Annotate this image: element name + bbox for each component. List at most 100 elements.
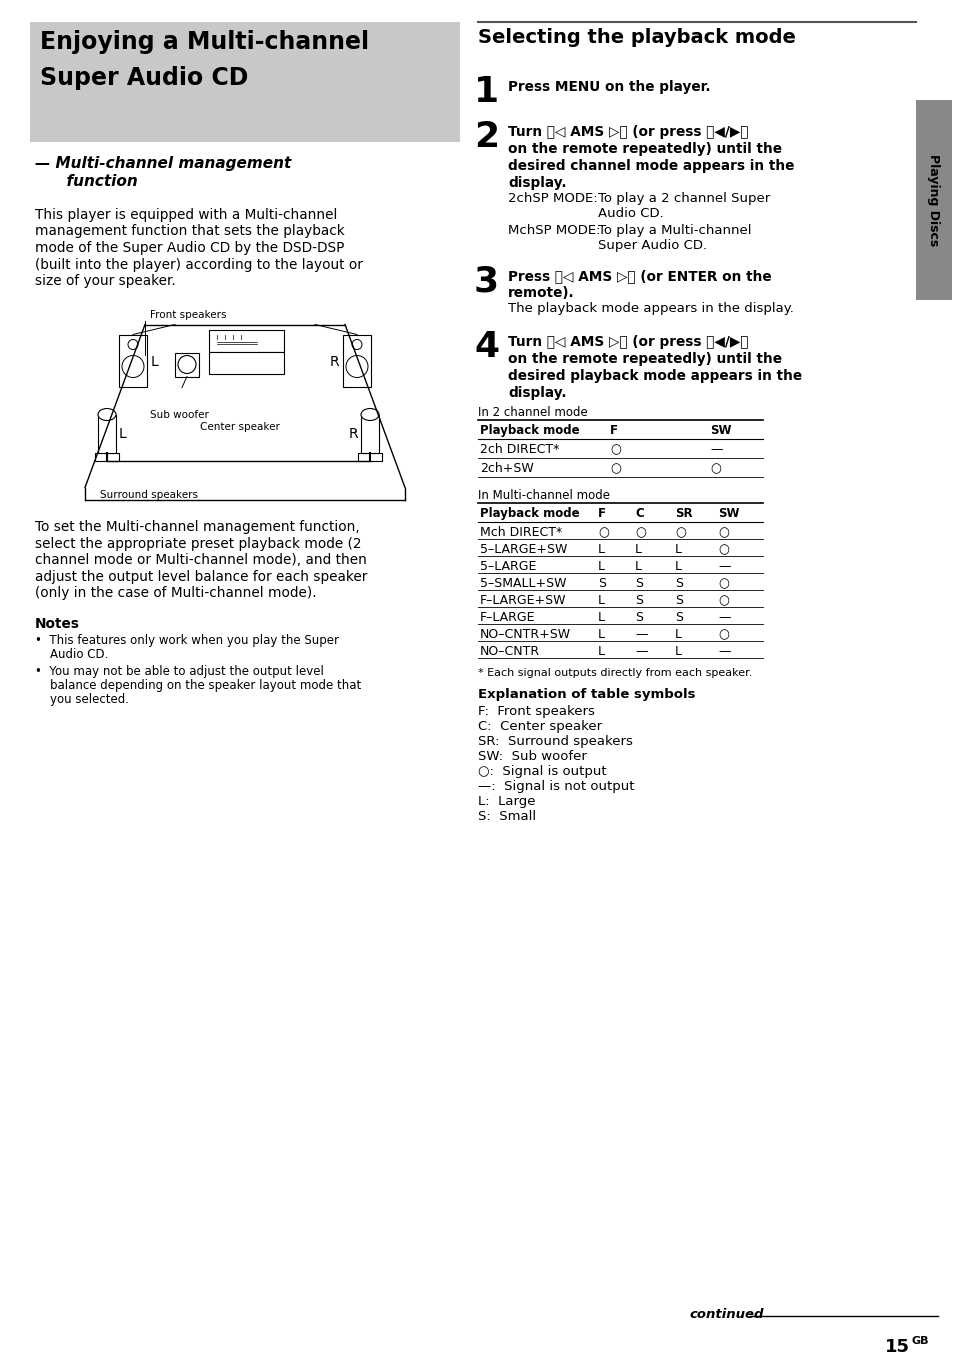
Text: display.: display. (507, 387, 566, 400)
Text: F: F (609, 425, 618, 437)
Text: 2: 2 (474, 120, 498, 154)
Text: L: L (635, 544, 641, 556)
Text: management function that sets the playback: management function that sets the playba… (35, 224, 344, 238)
Text: To set the Multi-channel management function,: To set the Multi-channel management func… (35, 521, 359, 534)
Text: balance depending on the speaker layout mode that: balance depending on the speaker layout … (35, 679, 361, 692)
Bar (360, 415, 378, 453)
Text: desired channel mode appears in the: desired channel mode appears in the (507, 160, 794, 173)
Text: Surround speakers: Surround speakers (100, 491, 198, 500)
Text: Turn ⧀◁ AMS ▷⧁ (or press ⧀◀/▶⧁: Turn ⧀◁ AMS ▷⧁ (or press ⧀◀/▶⧁ (507, 124, 748, 139)
Text: —: — (718, 645, 730, 658)
Text: Explanation of table symbols: Explanation of table symbols (477, 688, 695, 700)
Text: function: function (35, 174, 137, 189)
Text: * Each signal outputs directly from each speaker.: * Each signal outputs directly from each… (477, 668, 752, 677)
Text: 3: 3 (474, 264, 498, 297)
Text: L:  Large: L: Large (477, 795, 535, 808)
Text: 5–LARGE+SW: 5–LARGE+SW (479, 544, 567, 556)
Text: S: S (675, 594, 682, 607)
Text: In Multi-channel mode: In Multi-channel mode (477, 489, 609, 502)
Text: L: L (598, 611, 604, 625)
Text: SW: SW (718, 507, 739, 521)
Text: S: S (635, 594, 642, 607)
Text: adjust the output level balance for each speaker: adjust the output level balance for each… (35, 571, 367, 584)
Text: L: L (675, 645, 681, 658)
Text: Audio CD.: Audio CD. (598, 207, 663, 220)
Text: In 2 channel mode: In 2 channel mode (477, 406, 587, 419)
Text: F–LARGE: F–LARGE (479, 611, 535, 625)
Text: Super Audio CD.: Super Audio CD. (598, 239, 706, 251)
Text: To play a 2 channel Super: To play a 2 channel Super (598, 192, 769, 206)
Text: L: L (598, 645, 604, 658)
Text: R: R (329, 356, 338, 369)
Text: L: L (675, 560, 681, 573)
Text: R: R (348, 427, 357, 442)
Text: —: — (718, 611, 730, 625)
Text: F: F (598, 507, 605, 521)
Text: Audio CD.: Audio CD. (35, 648, 109, 661)
Text: S: S (635, 611, 642, 625)
Text: Turn ⧀◁ AMS ▷⧁ (or press ⧀◀/▶⧁: Turn ⧀◁ AMS ▷⧁ (or press ⧀◀/▶⧁ (507, 335, 748, 349)
Text: C:  Center speaker: C: Center speaker (477, 721, 601, 733)
Text: 5–LARGE: 5–LARGE (479, 560, 536, 573)
Text: display.: display. (507, 176, 566, 191)
Text: F:  Front speakers: F: Front speakers (477, 704, 595, 718)
Text: L: L (598, 594, 604, 607)
Text: To play a Multi-channel: To play a Multi-channel (598, 224, 751, 237)
Text: —: — (718, 560, 730, 573)
Text: Press ⧀◁ AMS ▷⧁ (or ENTER on the: Press ⧀◁ AMS ▷⧁ (or ENTER on the (507, 269, 771, 283)
Text: L: L (598, 544, 604, 556)
Text: Selecting the playback mode: Selecting the playback mode (477, 28, 795, 47)
Text: SR:  Surround speakers: SR: Surround speakers (477, 735, 632, 748)
Bar (357, 453, 381, 461)
Text: on the remote repeatedly) until the: on the remote repeatedly) until the (507, 142, 781, 155)
Text: L: L (635, 560, 641, 573)
Text: Super Audio CD: Super Audio CD (40, 66, 248, 91)
Text: channel mode or Multi-channel mode), and then: channel mode or Multi-channel mode), and… (35, 553, 367, 568)
Text: Notes: Notes (35, 617, 80, 631)
Ellipse shape (98, 408, 116, 420)
Text: L: L (151, 356, 158, 369)
Bar (30, 22, 459, 142)
Text: GB: GB (911, 1336, 928, 1347)
Text: ○: ○ (718, 526, 728, 539)
Text: Playing Discs: Playing Discs (926, 154, 940, 246)
Bar (119, 334, 147, 387)
Text: (only in the case of Multi-channel mode).: (only in the case of Multi-channel mode)… (35, 587, 316, 600)
Text: •  This features only work when you play the Super: • This features only work when you play … (35, 634, 338, 648)
Bar (98, 415, 116, 453)
Text: L: L (675, 627, 681, 641)
Text: 2ch DIRECT*: 2ch DIRECT* (479, 443, 558, 456)
Text: ○: ○ (709, 462, 720, 475)
Text: S:  Small: S: Small (477, 810, 536, 823)
Text: ○: ○ (675, 526, 685, 539)
Text: Front speakers: Front speakers (150, 311, 226, 320)
Text: The playback mode appears in the display.: The playback mode appears in the display… (507, 301, 793, 315)
Text: S: S (675, 577, 682, 589)
Ellipse shape (360, 408, 378, 420)
Text: Mch DIRECT*: Mch DIRECT* (479, 526, 561, 539)
Bar (915, 100, 951, 300)
Text: 4: 4 (474, 330, 498, 364)
Text: NO–CNTR+SW: NO–CNTR+SW (479, 627, 571, 641)
Text: ○: ○ (718, 594, 728, 607)
Text: —: — (709, 443, 721, 456)
Text: ○: ○ (718, 627, 728, 641)
Text: F–LARGE+SW: F–LARGE+SW (479, 594, 566, 607)
Text: •  You may not be able to adjust the output level: • You may not be able to adjust the outp… (35, 665, 323, 677)
Text: L: L (598, 627, 604, 641)
Text: Sub woofer: Sub woofer (150, 410, 209, 419)
Text: S: S (635, 577, 642, 589)
Text: ○: ○ (598, 526, 608, 539)
Text: Enjoying a Multi-channel: Enjoying a Multi-channel (40, 30, 369, 54)
Text: 2ch+SW: 2ch+SW (479, 462, 533, 475)
Text: select the appropriate preset playback mode (2: select the appropriate preset playback m… (35, 537, 361, 552)
Text: L: L (119, 427, 127, 442)
Text: remote).: remote). (507, 287, 574, 300)
Text: S: S (675, 611, 682, 625)
Text: (built into the player) according to the layout or: (built into the player) according to the… (35, 257, 362, 272)
Text: ○:  Signal is output: ○: Signal is output (477, 765, 606, 777)
Text: Center speaker: Center speaker (200, 422, 279, 433)
Bar (210, 330, 284, 352)
Text: MchSP MODE:: MchSP MODE: (507, 224, 599, 237)
Text: 2chSP MODE:: 2chSP MODE: (507, 192, 597, 206)
